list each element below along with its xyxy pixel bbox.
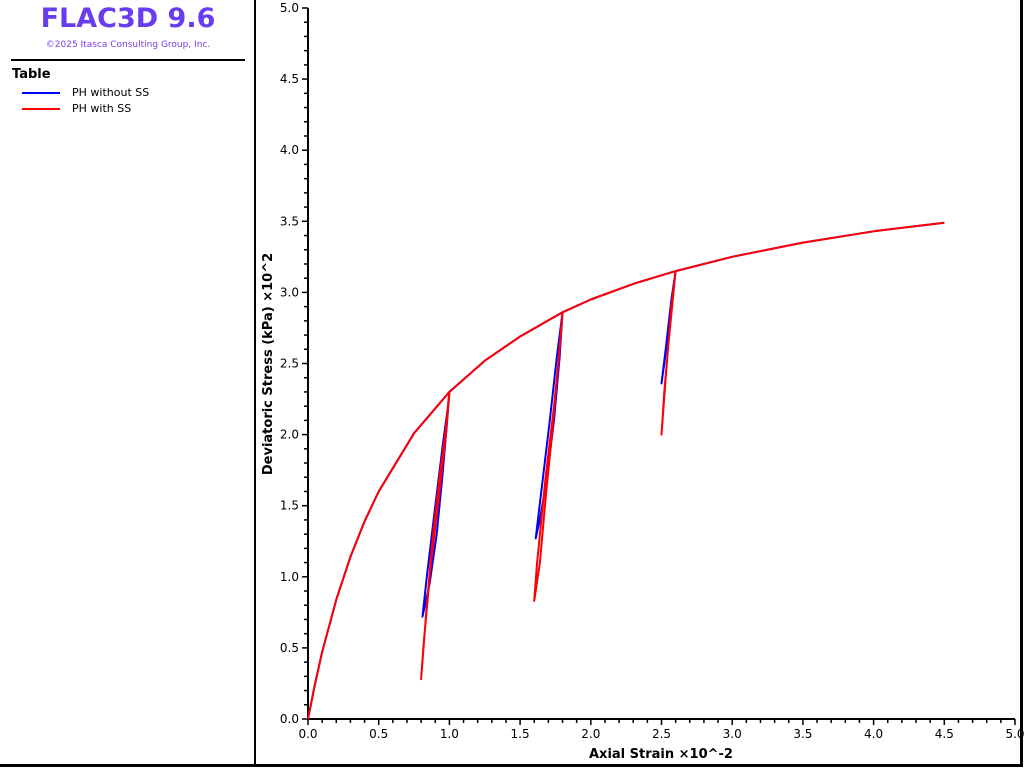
legend-panel: FLAC3D 9.6 ©2025 Itasca Consulting Group… [0, 0, 256, 766]
legend-swatch-red [22, 107, 60, 110]
legend-label: PH with SS [72, 102, 132, 115]
x-axis-label: Axial Strain ×10^-2 [589, 747, 733, 762]
y-tick-label: 4.0 [280, 143, 299, 157]
legend-title: Table [12, 67, 51, 82]
x-tick-label: 4.5 [935, 727, 954, 741]
x-tick-label: 3.0 [723, 727, 742, 741]
y-tick-label: 3.5 [280, 214, 299, 228]
axes: 0.0 0.5 1.0 1.5 2.0 2.5 3.0 3.5 4.0 4.5 5.0 0.0 0.5 1… [280, 1, 1024, 741]
divider [11, 59, 245, 61]
y-tick-label: 1.5 [280, 499, 299, 513]
y-tick-label: 1.0 [280, 570, 299, 584]
legend-item-with-ss: PH with SS [22, 102, 131, 115]
x-tick-label: 1.5 [511, 727, 530, 741]
app-title: FLAC3D 9.6 [40, 3, 216, 34]
y-tick-label: 0.5 [280, 641, 299, 655]
x-tick-label: 5.0 [1005, 727, 1024, 741]
y-tick-label: 5.0 [280, 1, 299, 15]
y-tick-label: 4.5 [280, 72, 299, 86]
x-tick-label: 0.5 [369, 727, 388, 741]
series-line-ph-with-ss [307, 221, 945, 720]
legend-label: PH without SS [72, 86, 150, 99]
copyright: ©2025 Itasca Consulting Group, Inc. [45, 40, 211, 50]
x-tick-label: 0.0 [298, 727, 317, 741]
x-tick-label: 2.0 [581, 727, 600, 741]
x-tick-label: 3.5 [793, 727, 812, 741]
x-tick-label: 1.0 [440, 727, 459, 741]
x-tick-label: 4.0 [864, 727, 883, 741]
legend-item-without-ss: PH without SS [22, 86, 149, 99]
series-lines [307, 221, 945, 720]
series-line-ph-without-ss [307, 221, 945, 720]
y-axis-label: Deviatoric Stress (kPa) ×10^2 [261, 253, 276, 475]
y-tick-label: 2.5 [280, 357, 299, 371]
y-tick-label: 3.0 [280, 285, 299, 299]
x-tick-label: 2.5 [652, 727, 671, 741]
y-tick-label: 2.0 [280, 428, 299, 442]
y-tick-label: 0.0 [280, 712, 299, 726]
legend-swatch-blue [22, 91, 60, 94]
